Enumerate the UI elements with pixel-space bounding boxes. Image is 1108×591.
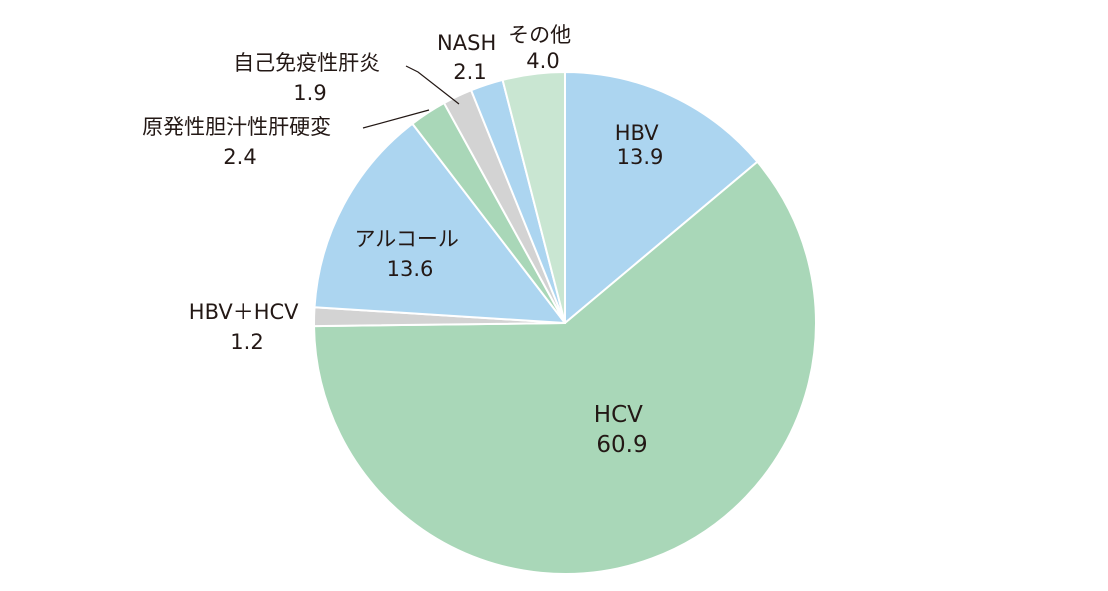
svg-text:アルコール 13.6: アルコール 13.6: [354, 227, 465, 281]
slice-labels: HBV 13.9 HCV 60.9 HBV＋HCV 1.2 アルコール 13.6…: [142, 23, 666, 458]
slice-value-other: 4.0: [526, 49, 559, 73]
slice-label-other: その他: [508, 23, 571, 47]
slice-value-hcv: 60.9: [596, 432, 647, 458]
svg-text:HBV 13.9: HBV 13.9: [615, 121, 666, 169]
pie-slice-other: [501, 71, 566, 324]
pie-slice-hbv: [564, 71, 759, 324]
svg-text:原発性胆汁性肝硬変 2.4: 原発性胆汁性肝硬変 2.4: [142, 115, 338, 169]
leader-line-pbc: [362, 109, 430, 129]
pie-slices: [313, 71, 817, 575]
svg-text:その他 4.0: その他 4.0: [508, 23, 578, 73]
svg-text:HCV 60.9: HCV 60.9: [594, 402, 650, 458]
slice-value-hbv-hcv: 1.2: [230, 330, 263, 354]
slice-label-nash: NASH: [437, 31, 496, 55]
slice-label-pbc: 原発性胆汁性肝硬変: [142, 115, 331, 139]
slice-label-alcohol: アルコール: [354, 227, 458, 251]
slice-value-alcohol: 13.6: [387, 257, 434, 281]
slice-value-pbc: 2.4: [223, 145, 256, 169]
svg-text:自己免疫性肝炎 1.9: 自己免疫性肝炎 1.9: [233, 51, 387, 105]
pie-slice-alcohol: [313, 122, 566, 324]
leader-line-aih: [405, 65, 460, 105]
svg-text:NASH 2.1: NASH 2.1: [437, 31, 503, 84]
slice-label-hcv: HCV: [594, 402, 643, 428]
pie-slice-hcv: [313, 160, 817, 575]
slice-value-nash: 2.1: [453, 60, 486, 84]
slice-value-hbv: 13.9: [617, 145, 664, 169]
slice-label-hbv: HBV: [615, 121, 660, 145]
leader-lines: [362, 65, 460, 129]
slice-value-aih: 1.9: [293, 81, 326, 105]
svg-text:HBV＋HCV 1.2: HBV＋HCV 1.2: [189, 300, 305, 354]
slice-label-aih: 自己免疫性肝炎: [233, 51, 380, 75]
slice-label-hbv-hcv: HBV＋HCV: [189, 300, 299, 324]
